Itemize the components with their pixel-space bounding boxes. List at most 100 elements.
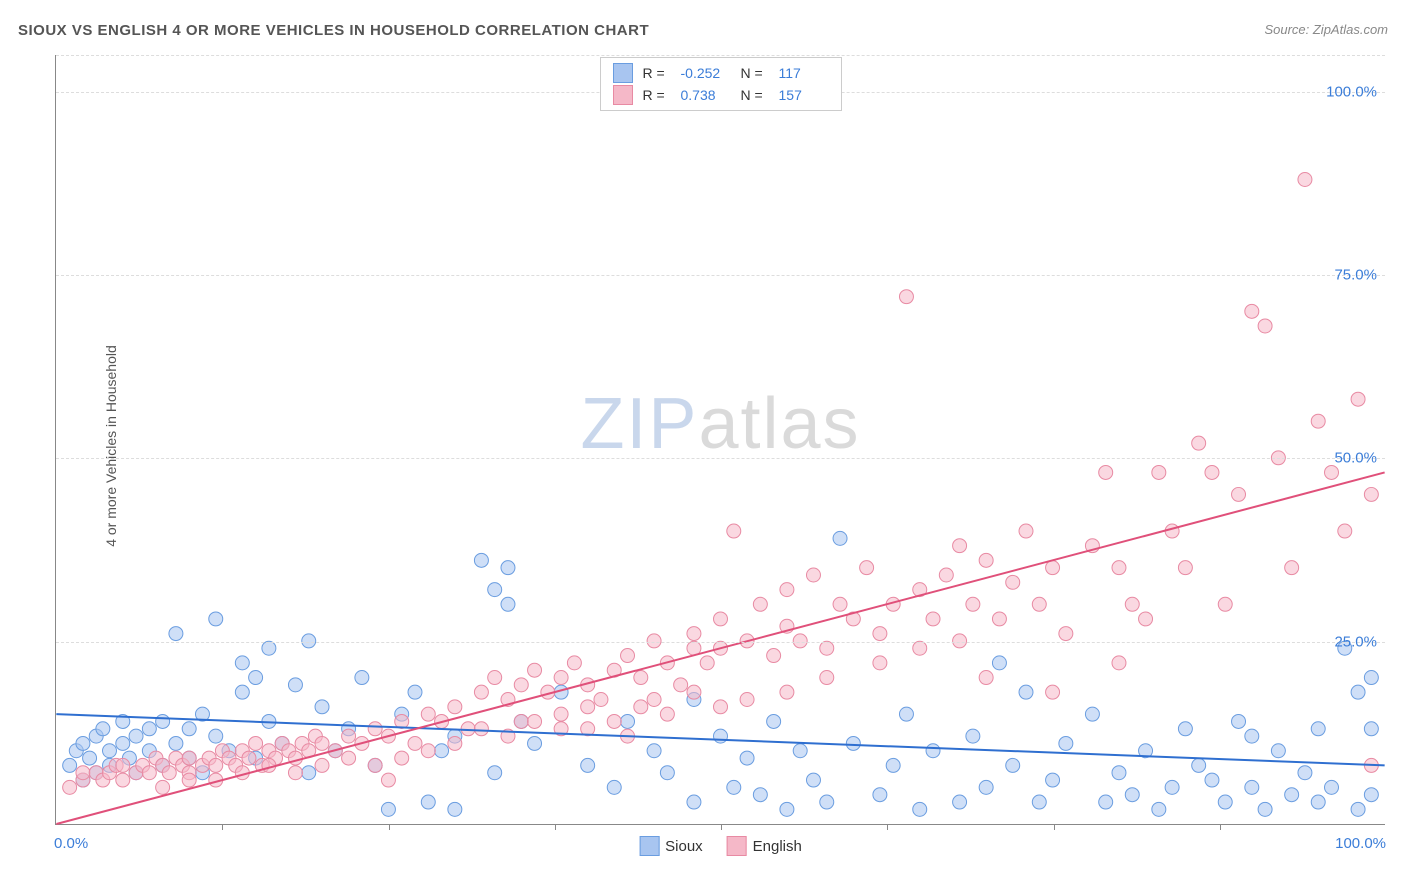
data-point: [76, 766, 90, 780]
legend-n-value-sioux: 117: [779, 62, 829, 84]
data-point: [461, 722, 475, 736]
data-point: [913, 802, 927, 816]
data-point: [581, 700, 595, 714]
data-point: [1298, 173, 1312, 187]
data-point: [368, 722, 382, 736]
data-point: [1325, 465, 1339, 479]
data-point: [647, 744, 661, 758]
plot-area: ZIPatlas R = -0.252 N = 117 R = 0.738 N …: [55, 55, 1385, 825]
data-point: [1046, 685, 1060, 699]
legend-label-english: English: [753, 838, 802, 855]
data-point: [288, 678, 302, 692]
gridline: [56, 458, 1385, 459]
data-point: [674, 678, 688, 692]
data-point: [714, 700, 728, 714]
data-point: [753, 597, 767, 611]
data-point: [820, 795, 834, 809]
legend-row-english: R = 0.738 N = 157: [613, 84, 829, 106]
data-point: [1232, 714, 1246, 728]
data-point: [687, 627, 701, 641]
data-point: [156, 780, 170, 794]
data-point: [1059, 736, 1073, 750]
data-point: [727, 524, 741, 538]
data-point: [1351, 685, 1365, 699]
data-point: [116, 758, 130, 772]
legend-n-label: N =: [741, 84, 769, 106]
data-point: [474, 722, 488, 736]
data-point: [1258, 319, 1272, 333]
data-point: [1019, 685, 1033, 699]
data-point: [1099, 465, 1113, 479]
data-point: [780, 802, 794, 816]
data-point: [966, 597, 980, 611]
data-point: [262, 641, 276, 655]
data-point: [381, 802, 395, 816]
legend-r-label: R =: [643, 84, 671, 106]
data-point: [209, 729, 223, 743]
data-point: [647, 693, 661, 707]
data-point: [381, 773, 395, 787]
data-point: [700, 656, 714, 670]
data-point: [660, 707, 674, 721]
data-point: [1112, 656, 1126, 670]
x-tick-mark: [1054, 824, 1055, 830]
data-point: [1059, 627, 1073, 641]
data-point: [448, 736, 462, 750]
data-point: [421, 707, 435, 721]
data-point: [83, 751, 97, 765]
data-point: [1218, 597, 1232, 611]
swatch-sioux: [613, 63, 633, 83]
data-point: [1125, 597, 1139, 611]
data-point: [63, 780, 77, 794]
data-point: [355, 671, 369, 685]
data-point: [581, 758, 595, 772]
data-point: [1178, 722, 1192, 736]
data-point: [714, 729, 728, 743]
data-point: [528, 736, 542, 750]
data-point: [740, 693, 754, 707]
data-point: [899, 290, 913, 304]
data-point: [780, 685, 794, 699]
data-point: [1205, 465, 1219, 479]
x-tick-mark: [721, 824, 722, 830]
data-point: [1099, 795, 1113, 809]
data-point: [235, 656, 249, 670]
data-point: [1245, 304, 1259, 318]
data-point: [1311, 795, 1325, 809]
data-point: [833, 531, 847, 545]
data-point: [1006, 575, 1020, 589]
data-point: [408, 685, 422, 699]
gridline: [56, 55, 1385, 56]
data-point: [209, 612, 223, 626]
data-point: [501, 597, 515, 611]
data-point: [1046, 773, 1060, 787]
data-point: [242, 751, 256, 765]
data-point: [249, 671, 263, 685]
data-point: [767, 649, 781, 663]
data-point: [182, 751, 196, 765]
data-point: [966, 729, 980, 743]
data-point: [421, 744, 435, 758]
y-tick-label: 75.0%: [1334, 267, 1377, 284]
data-point: [129, 729, 143, 743]
data-point: [820, 671, 834, 685]
data-point: [554, 671, 568, 685]
data-point: [1139, 612, 1153, 626]
data-point: [448, 802, 462, 816]
data-point: [554, 707, 568, 721]
data-point: [514, 714, 528, 728]
data-point: [182, 773, 196, 787]
data-point: [528, 663, 542, 677]
data-point: [1165, 780, 1179, 794]
x-tick-label: 100.0%: [1335, 835, 1386, 852]
gridline: [56, 275, 1385, 276]
data-point: [926, 612, 940, 626]
data-point: [1351, 392, 1365, 406]
data-point: [1245, 780, 1259, 794]
data-point: [806, 773, 820, 787]
data-point: [873, 788, 887, 802]
data-point: [1165, 524, 1179, 538]
data-point: [103, 744, 117, 758]
data-point: [793, 744, 807, 758]
x-tick-mark: [389, 824, 390, 830]
